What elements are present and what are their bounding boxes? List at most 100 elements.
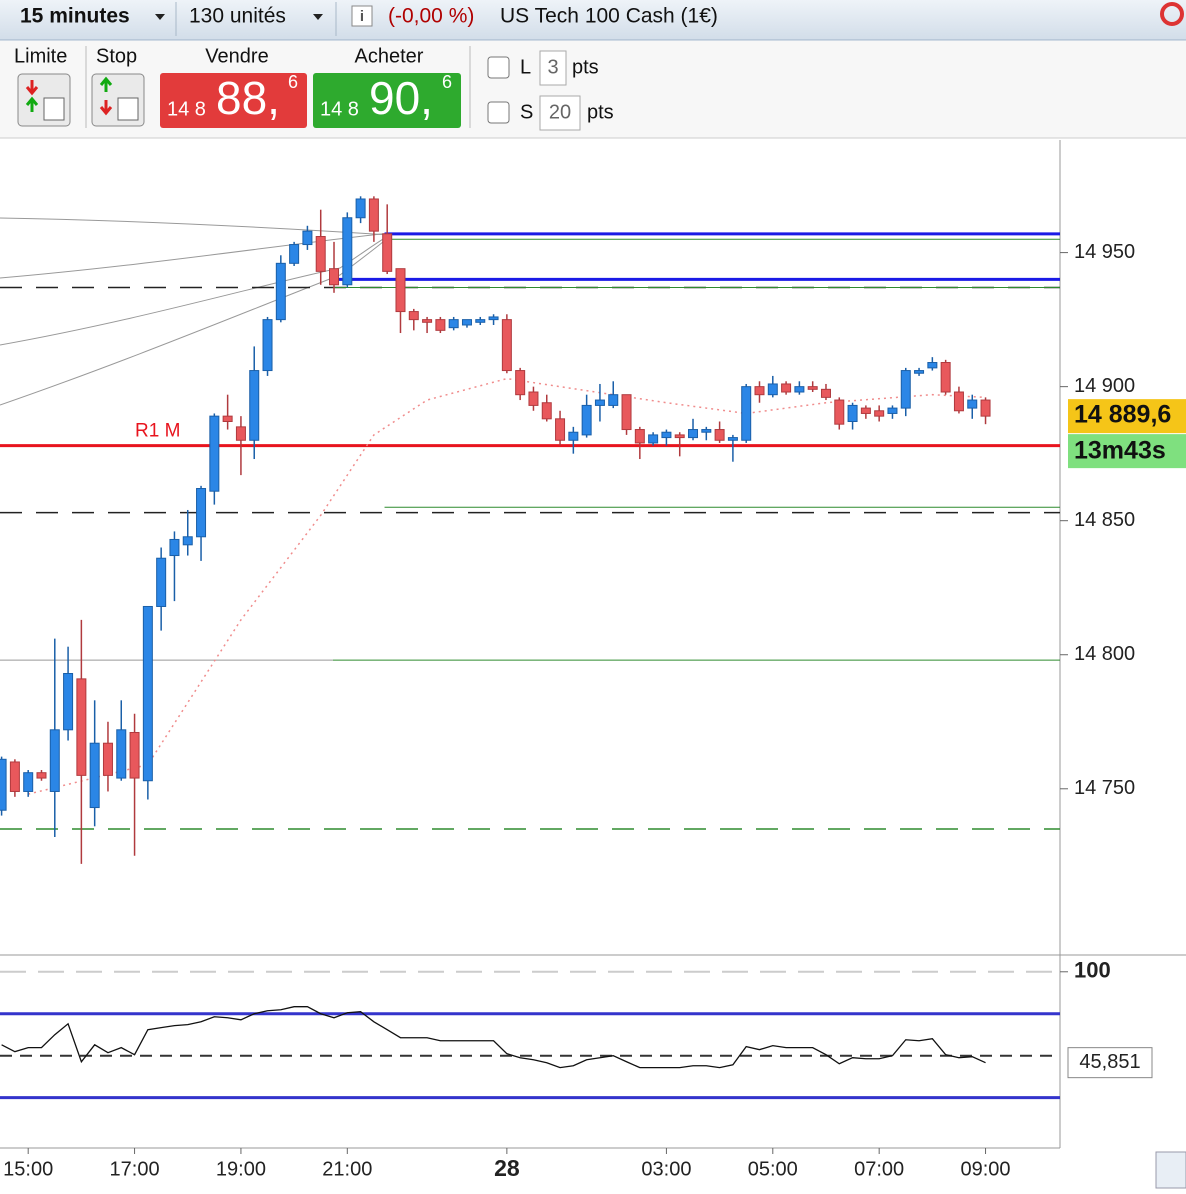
candle-body [235, 426, 246, 441]
candle-body [847, 404, 858, 422]
candle-body [196, 488, 207, 538]
candle-body [461, 319, 472, 326]
candle-body [754, 386, 765, 396]
price-plot: R1 M [0, 196, 1060, 864]
candle-body [674, 434, 685, 439]
checkbox[interactable] [487, 56, 510, 79]
last-price-label: 14 889,6 [1074, 401, 1171, 429]
option-input[interactable] [539, 50, 567, 86]
icon-arrow-up [25, 96, 39, 112]
info-icon[interactable] [351, 5, 373, 27]
candle-body [475, 319, 486, 323]
candle-body [342, 217, 353, 286]
y-tick-label: 14 800 [1074, 643, 1135, 665]
candle-body [940, 362, 951, 393]
sell-sup: 6 [288, 72, 298, 92]
candle-body [874, 410, 885, 417]
buy-sup: 6 [442, 72, 452, 92]
candle-body [568, 431, 579, 441]
candle-body [302, 230, 313, 246]
candle-body [156, 557, 167, 607]
checkbox[interactable] [487, 101, 510, 124]
candle-body [967, 399, 978, 409]
candle-body [422, 319, 433, 323]
candle-body [727, 437, 738, 441]
x-tick-label: 07:00 [854, 1158, 904, 1180]
candle-body [914, 370, 925, 374]
option-input[interactable] [539, 95, 581, 131]
candle-body [182, 536, 193, 546]
refresh-icon[interactable] [1160, 2, 1184, 26]
candle-body [249, 370, 260, 441]
candle-body [63, 673, 74, 731]
timeframe[interactable]: 15 minutes [20, 5, 130, 28]
y-tick-label: 14 850 [1074, 509, 1135, 531]
indicator-value-label: 45,851 [1079, 1051, 1140, 1073]
indicator-value-box [1067, 1047, 1153, 1079]
candle-body [488, 316, 499, 321]
sell-label: Vendre [205, 45, 268, 67]
candle-body [648, 434, 659, 444]
sell-price: 88, [216, 72, 280, 124]
candle-body [515, 370, 526, 396]
candle-body [289, 244, 300, 264]
limit-label: Limite [14, 45, 67, 67]
x-tick-label: 09:00 [961, 1158, 1011, 1180]
candle-body [820, 388, 831, 398]
icon-sheet [43, 97, 65, 121]
candle-body [129, 731, 140, 779]
candle-body [767, 383, 778, 396]
y-tick-label: 14 950 [1074, 241, 1135, 263]
dropdown-arrow[interactable] [313, 14, 323, 20]
channel-curve [0, 217, 391, 236]
candle-body [661, 431, 672, 439]
candle-body [435, 319, 446, 331]
candle-body [900, 370, 911, 409]
candle-body [329, 268, 340, 286]
candle-body [368, 198, 379, 232]
candle-body [355, 198, 366, 219]
candle-body [222, 415, 233, 422]
option-unit: pts [587, 101, 614, 123]
last-price-box [1068, 399, 1186, 434]
indicator-plot [0, 970, 1060, 1100]
candle-body [262, 319, 273, 372]
stop-label: Stop [96, 45, 137, 67]
icon-arrow-up [99, 76, 113, 92]
candle-body [741, 386, 752, 441]
candle-body [116, 729, 127, 779]
candle-body [781, 383, 792, 393]
buy-button[interactable] [313, 73, 461, 128]
candle-body [36, 772, 47, 779]
candle-body [794, 386, 805, 393]
candle-body [634, 429, 645, 444]
candle-body [408, 311, 419, 321]
sell-button[interactable] [160, 73, 307, 128]
candle-body [89, 742, 100, 809]
x-tick-label: 05:00 [748, 1158, 798, 1180]
dropdown-arrow[interactable] [155, 14, 165, 20]
candle-body [887, 407, 898, 414]
buy-label: Acheter [355, 45, 424, 67]
axis-button[interactable] [1155, 1151, 1186, 1189]
quantity[interactable]: 130 unités [189, 5, 286, 28]
candle-body [315, 236, 326, 272]
candle-body [395, 268, 406, 313]
option-value: 20 [549, 101, 571, 123]
candle-body [448, 319, 459, 329]
candle-body [980, 399, 991, 417]
candle-body [688, 429, 699, 439]
candle-body [528, 391, 539, 406]
candle-body [9, 761, 20, 792]
option-label: S [520, 101, 533, 123]
x-tick-label: 21:00 [322, 1158, 372, 1180]
option-label: L [520, 56, 531, 78]
candle-body [501, 319, 512, 372]
candle-body [834, 399, 845, 425]
icon-arrow-down [25, 80, 39, 96]
candle-body [209, 415, 220, 492]
channel-curve [0, 234, 391, 346]
option-value: 3 [547, 56, 558, 78]
timer-label: 13m43s [1074, 437, 1166, 465]
